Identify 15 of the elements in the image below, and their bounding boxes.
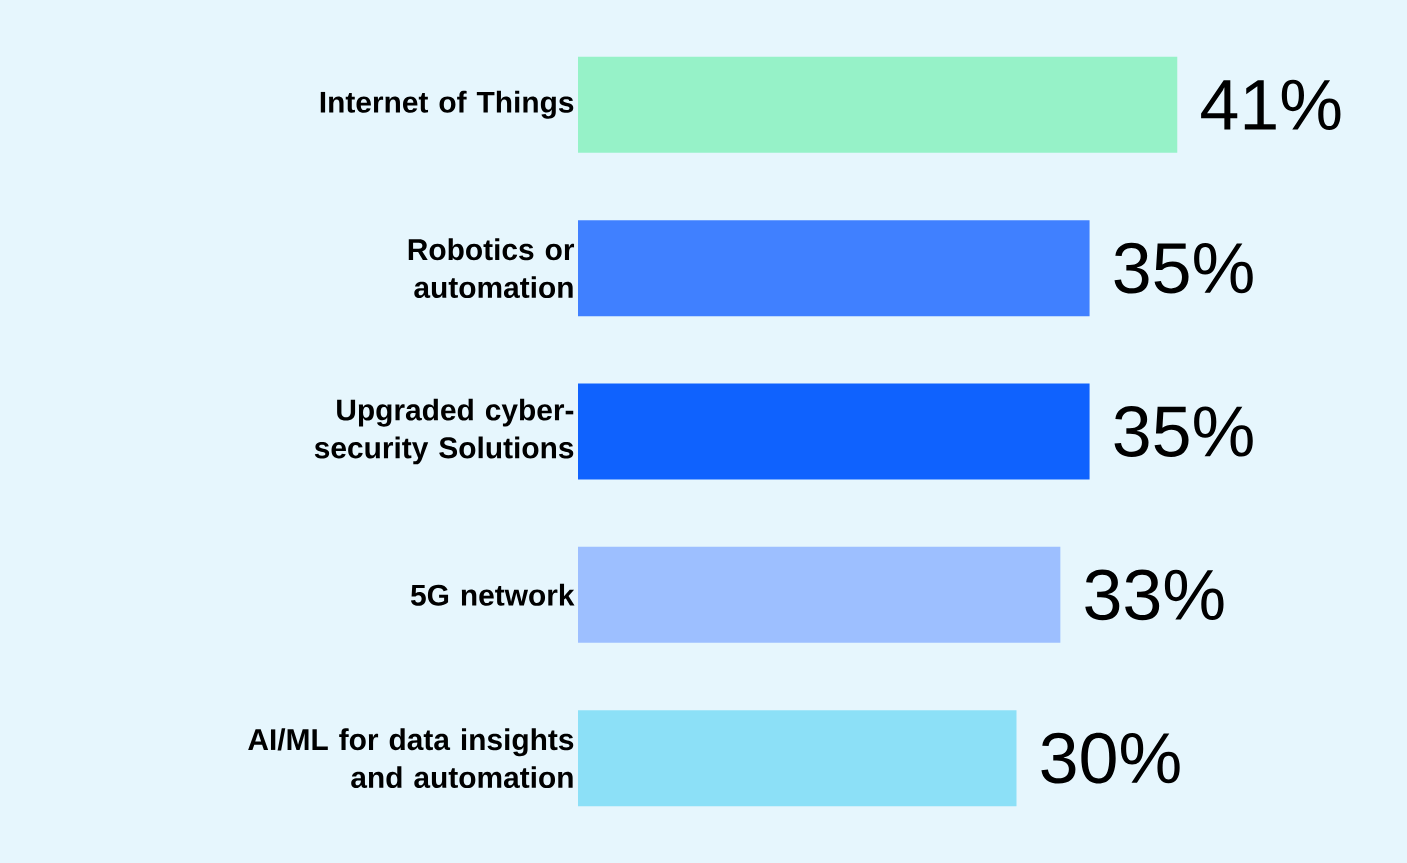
y-tick-label: AI/ML for data insights and automation — [248, 728, 574, 789]
data-label: 30% — [1041, 732, 1180, 784]
y-tick-label: Upgraded cyber-security Solutions — [314, 398, 574, 465]
y-tick-label: Internet of Things — [320, 90, 574, 119]
data-label: 35% — [1114, 242, 1253, 294]
bar — [578, 383, 1090, 480]
bar — [578, 220, 1090, 317]
bar — [578, 710, 1017, 807]
data-label: 35% — [1114, 406, 1253, 457]
data-label: 41% — [1201, 79, 1341, 130]
y-tick-label: Robotics or automation — [408, 238, 575, 299]
y-tick-label: 5G network — [410, 583, 575, 606]
bar — [578, 546, 1061, 643]
data-label: 33% — [1085, 569, 1224, 621]
bar — [578, 56, 1178, 153]
